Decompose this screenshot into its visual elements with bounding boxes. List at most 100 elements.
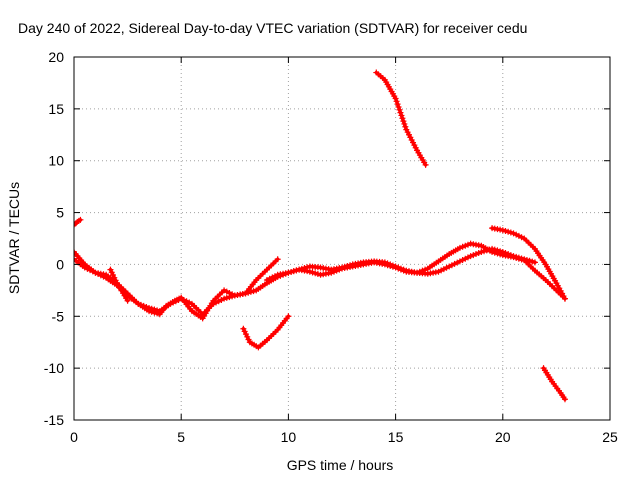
data-point — [170, 299, 177, 306]
data-point — [336, 266, 343, 273]
data-point — [89, 268, 96, 275]
data-point — [459, 243, 466, 250]
data-point — [497, 251, 504, 258]
data-point — [293, 267, 300, 274]
series-seg-d — [107, 266, 131, 304]
data-point — [394, 101, 401, 108]
data-point — [561, 396, 568, 403]
data-point — [456, 258, 463, 265]
data-point — [414, 269, 421, 276]
data-point — [87, 267, 94, 274]
data-point — [393, 98, 400, 105]
data-point — [135, 300, 142, 307]
data-point — [151, 306, 158, 313]
data-point — [221, 287, 228, 294]
data-point — [226, 294, 233, 301]
data-point — [397, 109, 404, 116]
y-tick-label: 10 — [48, 153, 64, 169]
data-point — [438, 267, 445, 274]
data-point — [440, 266, 447, 273]
data-point — [395, 265, 402, 272]
data-point — [462, 255, 469, 262]
data-point — [399, 115, 406, 122]
data-point — [518, 256, 525, 263]
data-point — [475, 250, 482, 257]
data-point — [513, 254, 520, 261]
data-point — [290, 268, 297, 275]
data-point — [387, 262, 394, 269]
data-point — [112, 277, 119, 284]
data-point — [448, 262, 455, 269]
data-point — [513, 231, 520, 238]
data-point — [422, 266, 429, 273]
data-point — [223, 294, 230, 301]
data-point — [392, 264, 399, 271]
data-point — [333, 267, 340, 274]
data-point — [221, 295, 228, 302]
data-point — [464, 254, 471, 261]
x-tick-labels: 0 5 10 15 20 25 — [70, 429, 618, 445]
data-point — [515, 232, 522, 239]
data-point — [451, 260, 458, 267]
x-tick-label: 20 — [495, 429, 511, 445]
series-seg-f — [489, 225, 568, 302]
data-point — [401, 120, 408, 127]
data-point — [213, 299, 220, 306]
data-point — [443, 264, 450, 271]
data-point — [515, 255, 522, 262]
data-point — [186, 299, 193, 306]
data-point — [507, 229, 514, 236]
data-point — [81, 264, 88, 271]
data-point — [154, 307, 161, 314]
data-point — [269, 274, 276, 281]
x-tick-label: 15 — [388, 429, 404, 445]
data-point — [314, 271, 321, 278]
data-point — [531, 259, 538, 266]
data-point — [499, 227, 506, 234]
data-point — [312, 270, 319, 277]
data-point — [330, 268, 337, 275]
data-point — [518, 234, 525, 241]
data-point — [175, 296, 182, 303]
data-point — [77, 216, 84, 223]
data-point — [285, 313, 292, 320]
data-point — [266, 275, 273, 282]
data-point — [84, 265, 91, 272]
data-point — [400, 118, 407, 125]
data-point — [491, 249, 498, 256]
data-point — [245, 289, 252, 296]
data-point — [108, 269, 115, 276]
y-tick-label: -5 — [52, 308, 65, 324]
data-point — [272, 273, 278, 280]
data-point — [167, 300, 174, 307]
data-point — [210, 300, 217, 307]
data-point — [392, 95, 399, 102]
y-tick-label: 5 — [56, 205, 64, 221]
data-point — [510, 254, 517, 261]
data-point — [148, 305, 155, 312]
data-point — [183, 298, 190, 305]
data-point — [398, 112, 405, 119]
data-point — [306, 268, 313, 275]
x-tick-label: 25 — [602, 429, 618, 445]
data-point — [95, 271, 102, 278]
data-point — [467, 253, 474, 260]
data-point — [146, 304, 153, 311]
data-point — [250, 288, 257, 295]
data-point — [561, 295, 568, 302]
data-point — [242, 331, 249, 338]
data-point — [242, 290, 249, 297]
data-point — [381, 261, 388, 268]
data-point — [107, 266, 114, 273]
data-point — [140, 302, 147, 309]
data-point — [456, 244, 463, 251]
y-tick-label: -15 — [44, 412, 64, 428]
data-point — [529, 258, 536, 265]
data-point — [138, 301, 144, 308]
series-seg-e — [263, 240, 568, 302]
data-point — [505, 228, 512, 235]
data-point — [244, 333, 251, 340]
data-point — [419, 267, 426, 274]
data-point — [100, 273, 107, 280]
